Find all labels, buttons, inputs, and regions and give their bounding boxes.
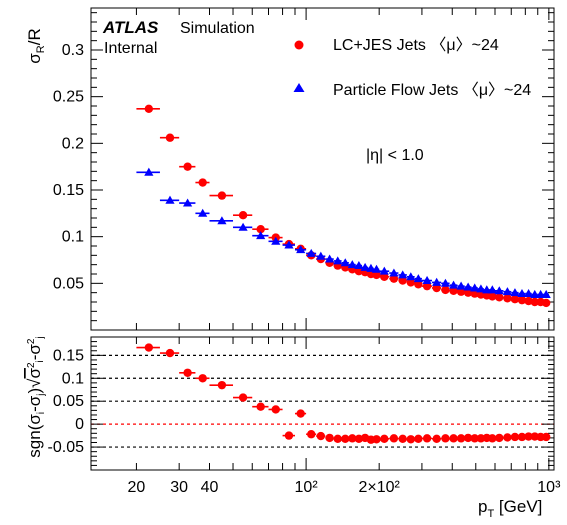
data-point-circle bbox=[334, 435, 342, 443]
top-y-axis-title: σR/R bbox=[25, 28, 47, 63]
data-point-circle bbox=[145, 343, 153, 351]
top-panel-ticks bbox=[91, 8, 554, 330]
x-tick-label: 20 bbox=[128, 479, 146, 496]
x-tick-label: 10³ bbox=[537, 479, 561, 496]
data-point-circle bbox=[198, 374, 206, 382]
data-point-circle bbox=[317, 432, 325, 440]
x-tick-label: 10² bbox=[295, 479, 319, 496]
x-tick-label: 30 bbox=[170, 479, 188, 496]
top-panel-series bbox=[136, 105, 550, 308]
bottom-y-axis-tick-labels: -0.05 0 0.05 0.1 0.15 bbox=[48, 347, 85, 456]
data-point-circle bbox=[542, 299, 550, 307]
simulation-label: Simulation bbox=[180, 20, 255, 37]
top-y-tick-label: 0.1 bbox=[62, 229, 84, 246]
bottom-panel-series bbox=[136, 343, 550, 444]
data-point-circle bbox=[407, 435, 415, 443]
bottom-y-axis-title: sgn(σi-σj)√σ2i-σ2j bbox=[25, 336, 47, 457]
data-point-circle bbox=[218, 381, 226, 389]
top-panel-frame bbox=[91, 8, 554, 330]
internal-label: Internal bbox=[104, 40, 157, 57]
data-point-circle bbox=[325, 434, 333, 442]
data-point-circle bbox=[441, 434, 449, 442]
data-point-circle bbox=[183, 162, 191, 170]
legend-marker-lcjes bbox=[295, 41, 304, 50]
top-y-tick-label: 0.3 bbox=[62, 42, 84, 59]
data-point-circle bbox=[503, 294, 511, 302]
data-point-circle bbox=[495, 293, 503, 301]
data-point-circle bbox=[285, 431, 293, 439]
data-point-circle bbox=[296, 409, 304, 417]
data-point-circle bbox=[390, 434, 398, 442]
series-lcjes-group bbox=[136, 343, 550, 444]
x-axis-tick-labels: 20 30 40 10² 2×10² 10³ bbox=[128, 479, 562, 496]
data-point-circle bbox=[183, 369, 191, 377]
data-point-circle bbox=[432, 435, 440, 443]
data-point-circle bbox=[380, 435, 388, 443]
data-point-circle bbox=[307, 430, 315, 438]
bottom-y-tick-label: 0.05 bbox=[53, 393, 84, 410]
top-y-tick-label: 0.15 bbox=[53, 182, 84, 199]
bottom-y-tick-label: 0 bbox=[75, 416, 84, 433]
data-point-circle bbox=[449, 434, 457, 442]
bottom-y-tick-label: 0.15 bbox=[53, 347, 84, 364]
atlas-label: ATLAS bbox=[102, 18, 159, 37]
x-axis-title: pT [GeV] bbox=[478, 497, 542, 520]
data-point-circle bbox=[198, 178, 206, 186]
legend-label-lcjes: LC+JES Jets 〈μ〉~24 bbox=[333, 37, 499, 54]
series-lcjes-group bbox=[136, 105, 550, 308]
top-y-tick-label: 0.25 bbox=[53, 89, 84, 106]
bottom-panel-ticks bbox=[91, 337, 554, 470]
x-tick-label: 40 bbox=[201, 479, 219, 496]
x-tick-label: 2×10² bbox=[358, 479, 400, 496]
top-y-tick-label: 0.05 bbox=[53, 275, 84, 292]
data-point-circle bbox=[399, 435, 407, 443]
top-y-axis-tick-labels: 0.05 0.1 0.15 0.2 0.25 0.3 bbox=[53, 42, 84, 292]
data-point-circle bbox=[239, 393, 247, 401]
bottom-y-tick-label: -0.05 bbox=[48, 439, 85, 456]
eta-cut-label: |η| < 1.0 bbox=[366, 147, 424, 164]
data-point-circle bbox=[239, 211, 247, 219]
data-point-circle bbox=[272, 405, 280, 413]
data-point-circle bbox=[166, 134, 174, 142]
data-point-circle bbox=[166, 349, 174, 357]
data-point-circle bbox=[503, 433, 511, 441]
data-point-circle bbox=[145, 105, 153, 113]
data-point-circle bbox=[256, 403, 264, 411]
top-y-tick-label: 0.2 bbox=[62, 135, 84, 152]
data-point-circle bbox=[542, 433, 550, 441]
legend-marker-pflow bbox=[294, 83, 305, 92]
legend-label-pflow: Particle Flow Jets 〈μ〉~24 bbox=[333, 82, 531, 99]
data-point-circle bbox=[441, 286, 449, 294]
data-point-circle bbox=[495, 434, 503, 442]
bottom-panel-frame bbox=[91, 337, 554, 470]
data-point-circle bbox=[218, 191, 226, 199]
data-point-circle bbox=[423, 434, 431, 442]
series-pflow-group bbox=[136, 168, 550, 298]
bottom-y-tick-label: 0.1 bbox=[62, 370, 84, 387]
data-point-circle bbox=[414, 435, 422, 443]
